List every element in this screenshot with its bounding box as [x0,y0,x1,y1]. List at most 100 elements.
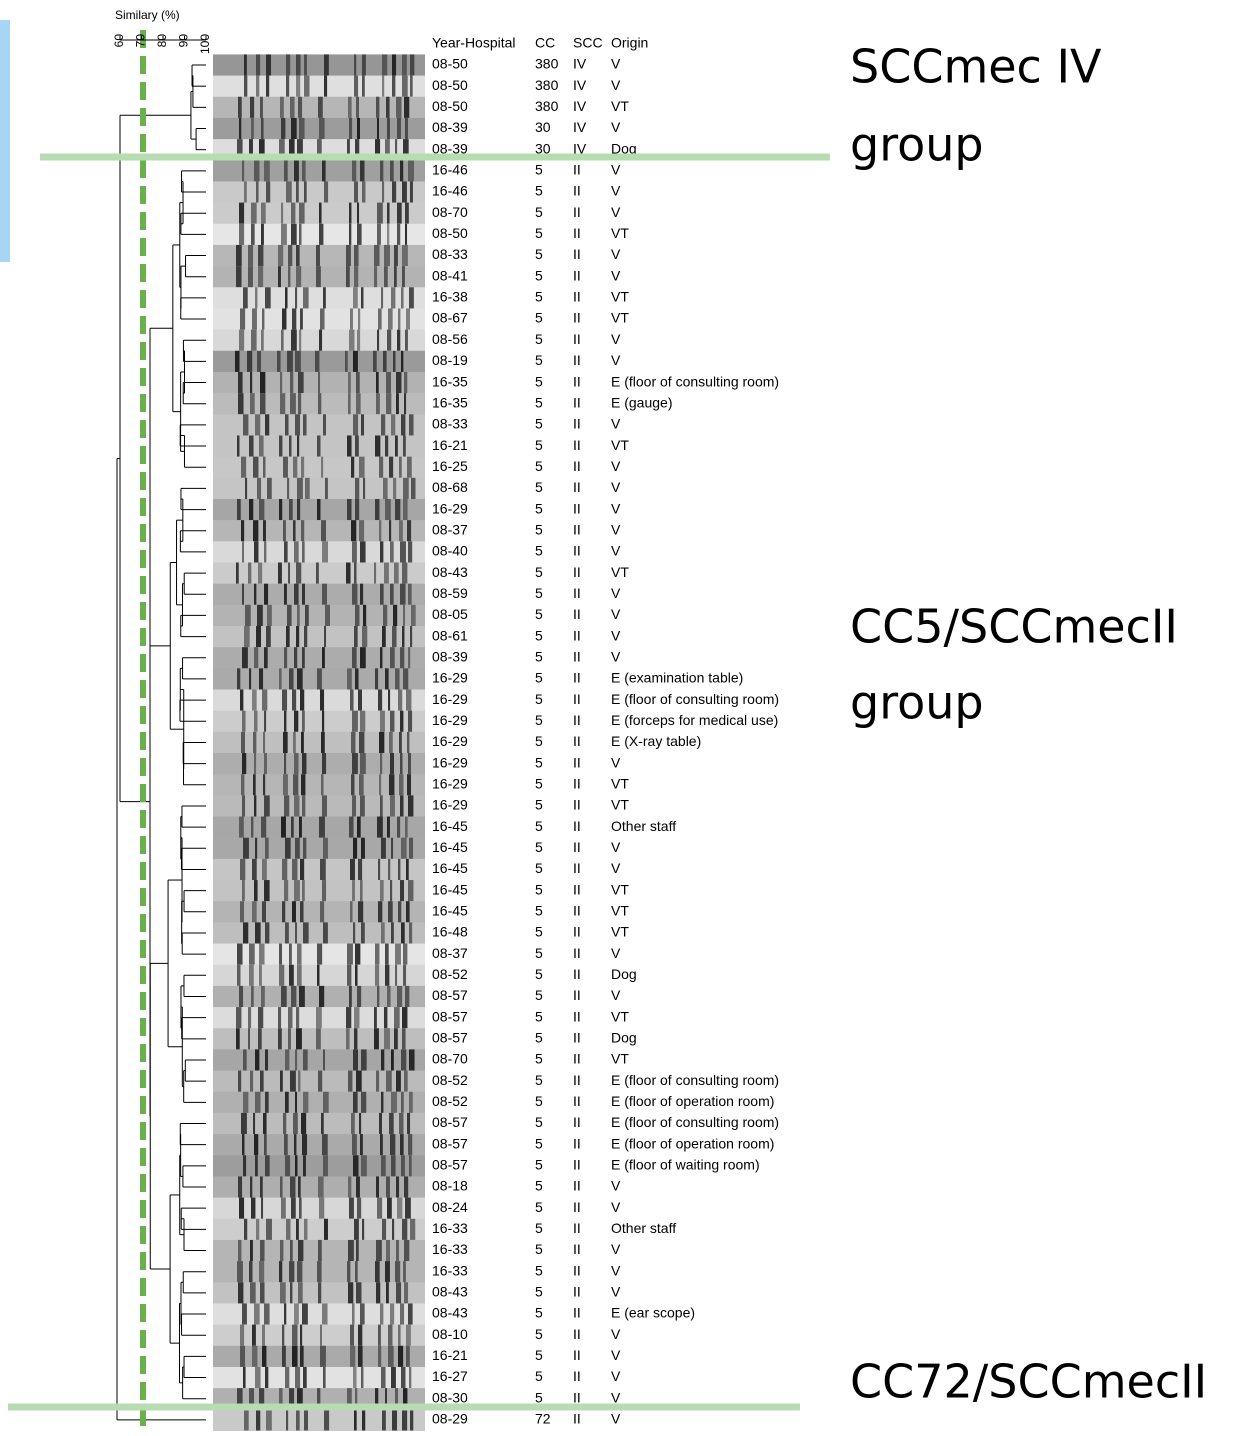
band [387,817,390,838]
cell: 08-57 [432,1114,468,1130]
column-header: Year-Hospital [432,35,516,51]
band [380,160,383,181]
band [283,774,288,795]
group-label: CC72/SCCmecII [850,1355,1207,1409]
band [243,287,248,308]
band [252,859,257,880]
cell: 16-45 [432,881,468,897]
band [381,414,385,435]
band [354,626,358,647]
cell: II [573,1008,581,1024]
cell: E (floor of consulting room) [611,1072,779,1088]
band [258,1028,262,1049]
band [292,690,296,711]
band [242,584,244,605]
cell: V [611,627,621,643]
band [402,562,407,583]
band [322,880,326,901]
band [402,1007,407,1028]
band [241,457,246,478]
band [296,1219,299,1240]
band [348,1071,352,1092]
cell: II [573,1030,581,1046]
cell: 5 [535,1347,543,1363]
band [240,1325,244,1346]
band [266,1219,272,1240]
band [382,181,384,202]
cell: II [573,267,581,283]
band [262,690,267,711]
band [302,1303,308,1324]
cell: 5 [535,437,543,453]
cell: 08-40 [432,543,468,559]
band [295,414,300,435]
band [238,1071,241,1092]
band [292,1346,298,1367]
cell: 16-46 [432,183,468,199]
cell: II [573,1326,581,1342]
band [347,944,353,965]
cell: 16-25 [432,458,468,474]
band [391,838,393,859]
cell: 08-70 [432,204,468,220]
band [362,54,366,75]
cell: 16-29 [432,670,468,686]
band [260,393,265,414]
band [407,1113,410,1134]
cell: II [573,352,581,368]
band [289,668,294,689]
band [379,520,381,541]
band [242,711,246,732]
cell: 5 [535,564,543,580]
band [251,203,257,224]
tick-label: 100 [198,34,212,54]
band [284,795,289,816]
band [297,965,302,986]
tick-label: 80 [155,34,169,48]
band [374,1007,377,1028]
band [262,1325,265,1346]
band [409,1155,412,1176]
band [300,1346,304,1367]
cell: 5 [535,373,543,389]
band [386,372,391,393]
cell: 16-45 [432,839,468,855]
band [261,986,265,1007]
cell: 08-59 [432,585,468,601]
band [408,647,410,668]
cell: 5 [535,500,543,516]
band [378,859,380,880]
band [254,711,257,732]
band [254,541,258,562]
band [239,224,244,245]
band [392,181,396,202]
band [354,76,358,97]
band [241,520,244,541]
cell: II [573,289,581,305]
cell: 16-29 [432,775,468,791]
band [287,351,293,372]
band [390,160,394,181]
cell: 5 [535,648,543,664]
band [237,668,240,689]
cell: 16-29 [432,691,468,707]
band [349,224,351,245]
band [352,795,356,816]
band [324,1219,328,1240]
band [303,287,309,308]
band [391,287,395,308]
band [398,690,402,711]
band [323,1367,326,1388]
band [400,584,406,605]
band [383,478,388,499]
band [286,181,292,202]
band [380,711,385,732]
dendrogram [117,65,206,1420]
cell: II [573,204,581,220]
band [404,1282,408,1303]
band [389,457,393,478]
band [390,541,394,562]
band [245,478,247,499]
band [404,97,409,118]
band [284,584,287,605]
